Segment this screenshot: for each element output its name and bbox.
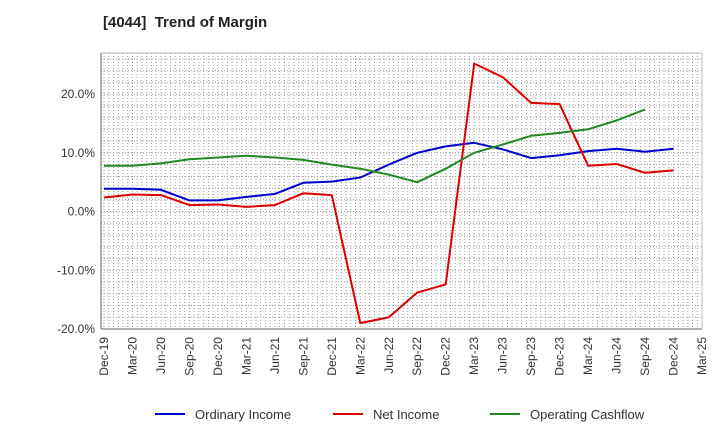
x-tick-label: Sep-22: [410, 337, 424, 376]
x-tick-label: Sep-23: [524, 337, 538, 376]
y-tick-label: -20.0%: [57, 322, 95, 336]
x-tick-label: Jun-22: [382, 337, 396, 374]
legend-label: Operating Cashflow: [530, 407, 645, 422]
x-tick-label: Mar-20: [125, 337, 139, 375]
series-line-ordinary-income: [104, 141, 674, 202]
x-tick-label: Dec-22: [439, 337, 453, 376]
x-tick-label: Jun-24: [610, 337, 624, 374]
x-tick-label: Jun-20: [154, 337, 168, 374]
x-tick-label: Mar-22: [353, 337, 367, 375]
y-tick-label: 0.0%: [68, 205, 96, 219]
x-tick-label: Sep-21: [296, 337, 310, 376]
x-tick-label: Jun-23: [496, 337, 510, 374]
y-tick-label: 20.0%: [61, 87, 95, 101]
x-tick-label: Mar-25: [695, 337, 709, 375]
series-line-operating-cashflow: [104, 108, 646, 184]
x-tick-label: Mar-24: [581, 337, 595, 375]
x-tick-label: Mar-23: [467, 337, 481, 375]
x-tick-label: Dec-23: [553, 337, 567, 376]
x-tick-label: Dec-20: [211, 337, 225, 376]
series-line-net-income: [103, 62, 674, 325]
y-tick-label: -10.0%: [57, 263, 95, 277]
chart-title: [4044] Trend of Margin: [103, 14, 268, 31]
legend-label: Net Income: [373, 407, 439, 422]
legend-label: Ordinary Income: [195, 407, 291, 422]
x-tick-label: Mar-21: [239, 337, 253, 375]
x-tick-label: Dec-19: [97, 337, 111, 376]
x-tick-label: Sep-20: [182, 337, 196, 376]
x-tick-label: Dec-24: [667, 337, 681, 376]
x-tick-label: Jun-21: [268, 337, 282, 374]
x-tick-label: Dec-21: [325, 337, 339, 376]
y-tick-label: 10.0%: [61, 146, 95, 160]
x-tick-label: Sep-24: [638, 337, 652, 376]
